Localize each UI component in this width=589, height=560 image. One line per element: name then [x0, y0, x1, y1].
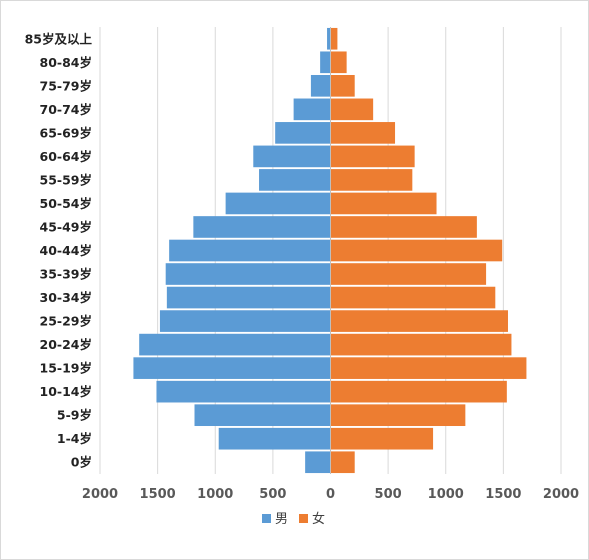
bar-female-7	[330, 286, 496, 309]
bar-female-12	[330, 169, 413, 191]
category-label-3: 10-14岁	[40, 384, 92, 399]
x-tick-label-1: 1500	[140, 487, 176, 502]
bar-female-14	[330, 122, 396, 144]
legend: 男女	[262, 511, 325, 527]
x-tick-label-8: 2000	[543, 487, 579, 502]
category-labels: 0岁 1-4岁 5-9岁 10-14岁 15-19岁 20-24岁 25-29岁 30-34岁…	[25, 31, 93, 469]
bar-female-2	[330, 404, 466, 427]
bar-male-9	[169, 239, 331, 262]
x-tick-label-7: 1500	[485, 487, 521, 502]
bar-female-4	[330, 357, 527, 379]
category-label-9: 40-44岁	[40, 243, 92, 258]
bar-male-4	[133, 357, 331, 379]
bar-male-16	[310, 74, 331, 97]
bar-male-2	[194, 404, 331, 427]
category-label-4: 15-19岁	[40, 361, 92, 376]
x-tick-label-4: 0	[326, 487, 335, 502]
bar-female-9	[330, 239, 503, 262]
bar-female-17	[330, 51, 347, 74]
category-label-8: 35-39岁	[40, 267, 92, 282]
x-tick-label-0: 2000	[82, 487, 118, 502]
x-tick-label-2: 1000	[197, 487, 233, 502]
bar-male-11	[225, 192, 331, 215]
category-label-0: 0岁	[71, 455, 92, 470]
category-label-13: 60-64岁	[40, 149, 92, 164]
category-label-16: 75-79岁	[40, 78, 92, 93]
category-label-5: 20-24岁	[40, 337, 92, 352]
category-label-7: 30-34岁	[40, 290, 92, 305]
bar-female-15	[330, 98, 374, 121]
x-tick-labels: 2000 1500 1000 500 0 500 1000 1500 2000	[82, 487, 579, 502]
bar-female-0	[330, 451, 355, 474]
bar-male-8	[165, 263, 331, 285]
bar-male-3	[156, 380, 331, 403]
bar-female-8	[330, 263, 487, 285]
category-label-10: 45-49岁	[40, 219, 92, 234]
bar-male-7	[166, 286, 331, 309]
legend-label-0: 男	[275, 512, 288, 527]
x-tick-label-5: 500	[375, 487, 402, 502]
legend-swatch-1	[299, 514, 308, 523]
category-label-6: 25-29岁	[40, 314, 92, 329]
bar-female-1	[330, 427, 434, 450]
bar-male-0	[305, 451, 331, 474]
bar-female-13	[330, 145, 415, 168]
category-label-14: 65-69岁	[40, 125, 92, 140]
bar-female-16	[330, 74, 355, 97]
bar-male-13	[253, 145, 331, 168]
bar-female-5	[330, 333, 512, 356]
bar-female-18	[330, 27, 338, 50]
bar-male-6	[159, 310, 331, 332]
category-label-12: 55-59岁	[40, 172, 92, 187]
category-label-17: 80-84岁	[40, 55, 92, 70]
bar-male-14	[275, 122, 331, 144]
category-label-2: 5-9岁	[57, 408, 92, 423]
bar-female-3	[330, 380, 507, 403]
legend-swatch-0	[262, 514, 271, 523]
bar-male-17	[320, 51, 331, 74]
bar-male-15	[293, 98, 331, 121]
category-label-1: 1-4岁	[57, 431, 92, 446]
legend-label-1: 女	[312, 511, 325, 527]
x-tick-label-6: 1000	[428, 487, 464, 502]
bar-male-5	[139, 333, 331, 356]
category-label-18: 85岁及以上	[25, 31, 93, 46]
bar-male-10	[193, 216, 331, 238]
bars	[133, 27, 527, 474]
bar-male-1	[218, 427, 331, 450]
bar-male-12	[259, 169, 331, 191]
category-label-11: 50-54岁	[40, 196, 92, 211]
bar-female-11	[330, 192, 437, 215]
bar-male-18	[327, 27, 331, 50]
category-label-15: 70-74岁	[40, 102, 92, 117]
bar-female-6	[330, 310, 508, 332]
x-tick-label-3: 500	[259, 487, 286, 502]
bar-female-10	[330, 216, 477, 238]
